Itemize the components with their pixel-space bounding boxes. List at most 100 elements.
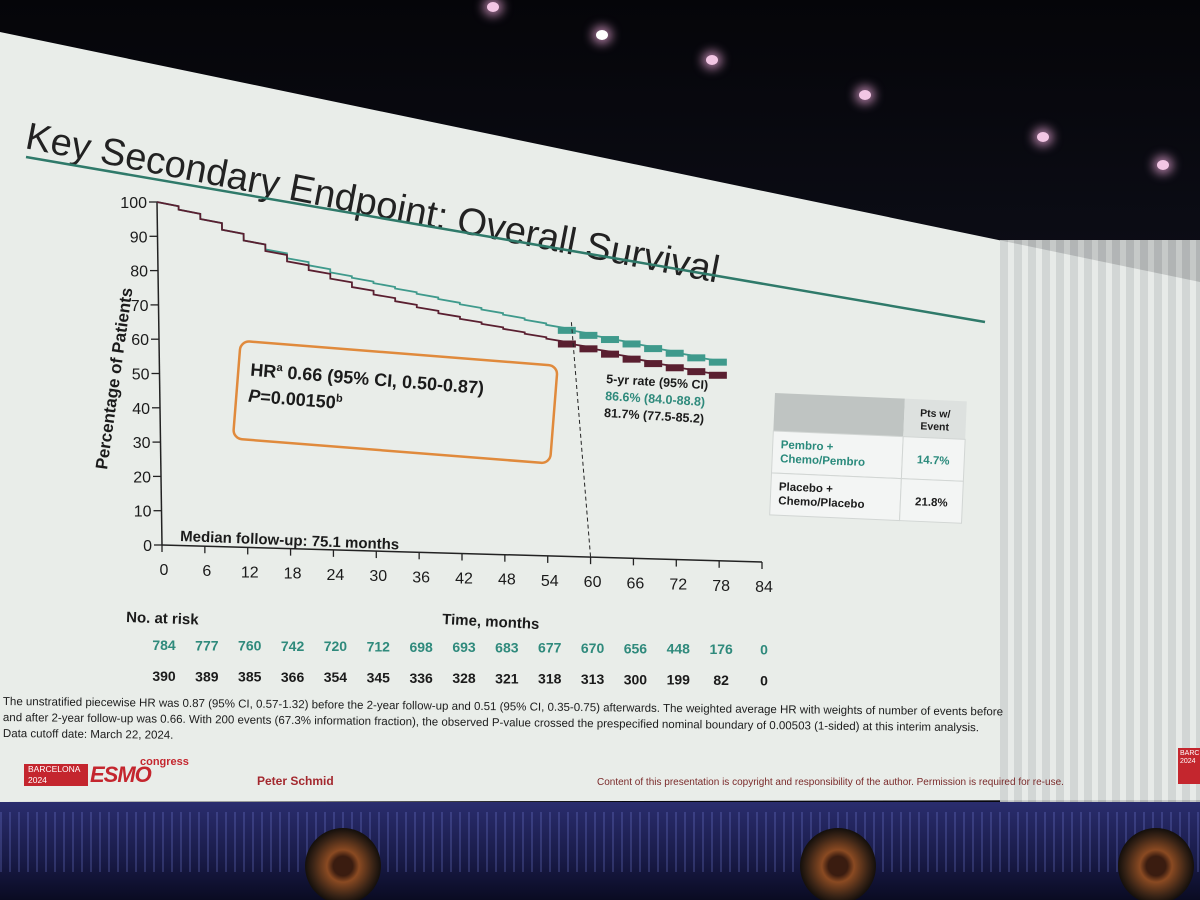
corner-barcelona-badge: BARCELONA 2024 <box>1178 748 1200 784</box>
risk-value-placebo: 300 <box>624 671 648 687</box>
risk-value-placebo: 0 <box>760 672 768 688</box>
risk-value-pembro: 720 <box>324 638 348 654</box>
p-superscript: b <box>336 393 344 406</box>
censor-band <box>665 349 684 357</box>
x-tick-label: 6 <box>202 563 211 580</box>
x-axis-label: Time, months <box>442 611 540 633</box>
censor-band <box>579 331 598 339</box>
five-year-rate-annotation: 5-yr rate (95% CI) 86.6% (84.0-88.8) 81.… <box>604 372 709 426</box>
events-table-header-cell <box>903 398 967 440</box>
risk-value-pembro: 760 <box>238 638 262 654</box>
barcelona-line-2: 2024 <box>28 775 47 785</box>
risk-value-placebo: 385 <box>238 669 262 685</box>
risk-table: 784 777 760 742 720 712 698 693 683 677 670 656 448 1… <box>152 637 768 688</box>
five-year-header: 5-yr rate (95% CI) <box>606 372 709 392</box>
censor-band <box>579 345 598 353</box>
risk-value-pembro: 176 <box>709 641 733 657</box>
events-table: Pts w/ Event Pembro + Chemo/Pembro 14.7%… <box>769 393 967 524</box>
risk-value-pembro: 683 <box>495 639 519 655</box>
x-axis: 0 6 12 18 24 30 36 42 48 54 60 66 72 78 84 <box>160 544 773 596</box>
stage-light <box>1157 160 1169 170</box>
y-tick-label: 40 <box>132 401 150 418</box>
x-tick-label: 60 <box>584 574 602 591</box>
stage-light <box>859 90 871 100</box>
stage-light <box>487 2 499 12</box>
risk-value-pembro: 712 <box>367 639 391 655</box>
censor-band <box>557 340 576 348</box>
risk-value-pembro: 742 <box>281 638 305 654</box>
x-tick-label: 12 <box>241 564 259 581</box>
copyright-notice: Content of this presentation is copyrigh… <box>597 777 1064 788</box>
p-value-text: P=0.00150b <box>248 386 344 413</box>
censor-band <box>557 326 576 334</box>
censor-band <box>665 364 684 372</box>
risk-table-label: No. at risk <box>126 609 200 629</box>
stage-spotlight <box>305 828 381 900</box>
censor-band <box>622 340 641 348</box>
censor-band <box>708 371 727 379</box>
stage-light <box>706 55 718 65</box>
censor-band <box>687 354 706 362</box>
risk-value-pembro: 656 <box>624 640 648 656</box>
y-tick-label: 20 <box>133 469 151 486</box>
events-pembro-arm-line1: Pembro + <box>780 439 833 453</box>
p-value: =0.00150 <box>260 387 337 413</box>
censor-band <box>600 336 619 344</box>
floor-pattern <box>0 812 1200 872</box>
censor-band <box>644 360 663 368</box>
y-tick-label: 30 <box>133 435 151 452</box>
x-tick-label: 84 <box>755 579 773 596</box>
risk-value-placebo: 318 <box>538 671 562 687</box>
hr-superscript: a <box>276 362 284 375</box>
risk-value-pembro: 784 <box>152 637 176 653</box>
events-row-placebo-cell <box>899 478 964 524</box>
risk-value-placebo: 345 <box>367 670 391 686</box>
censor-band <box>622 355 641 363</box>
y-tick-label: 50 <box>132 367 150 384</box>
esmo-congress-label: congress <box>140 756 189 768</box>
risk-value-pembro: 448 <box>667 641 691 657</box>
risk-value-pembro: 0 <box>760 641 768 657</box>
stage-light <box>596 30 608 40</box>
barcelona-badge: BARCELONA 2024 <box>24 764 88 786</box>
risk-value-pembro: 670 <box>581 640 605 656</box>
x-tick-label: 66 <box>627 575 645 592</box>
hazard-ratio-box-border <box>232 340 559 465</box>
y-tick-label: 70 <box>131 298 149 315</box>
title-rule <box>25 155 986 324</box>
hazard-ratio-box: HRa 0.66 (95% CI, 0.50-0.87) P=0.00150b <box>232 340 559 465</box>
x-tick-label: 24 <box>327 567 345 584</box>
risk-value-pembro: 677 <box>538 640 562 656</box>
events-table-header-line2: Event <box>920 420 950 433</box>
risk-value-placebo: 390 <box>152 668 176 684</box>
risk-value-placebo: 321 <box>495 670 519 686</box>
events-pembro-value: 14.7% <box>917 454 950 467</box>
risk-value-placebo: 366 <box>281 669 305 685</box>
five-year-reference-line <box>570 322 592 558</box>
censor-band <box>708 358 727 366</box>
risk-value-placebo: 389 <box>195 668 219 684</box>
events-placebo-value: 21.8% <box>915 496 948 509</box>
risk-value-placebo: 199 <box>667 672 691 688</box>
x-tick-label: 48 <box>498 572 516 589</box>
y-axis: 0 10 20 30 40 50 60 70 80 90 100 <box>120 195 163 555</box>
censor-marks <box>557 326 727 379</box>
five-year-pembro: 86.6% (84.0-88.8) <box>605 389 706 409</box>
y-tick-label: 90 <box>130 229 148 246</box>
risk-value-placebo: 354 <box>324 669 348 685</box>
events-table-header-blank <box>773 393 905 437</box>
barcelona-line-1: BARCELONA <box>28 764 81 774</box>
y-tick-label: 60 <box>131 332 149 349</box>
screen-pattern <box>1000 240 1200 802</box>
stage-spotlight <box>1118 828 1194 900</box>
events-placebo-arm-line2: Chemo/Placebo <box>778 495 865 511</box>
risk-value-placebo: 82 <box>713 672 729 688</box>
stage-floor <box>0 802 1200 900</box>
y-tick-label: 10 <box>134 504 152 521</box>
x-tick-label: 0 <box>160 562 169 579</box>
risk-value-pembro: 777 <box>195 637 219 653</box>
x-tick-label: 36 <box>412 569 430 586</box>
five-year-placebo: 81.7% (77.5-85.2) <box>604 406 705 426</box>
